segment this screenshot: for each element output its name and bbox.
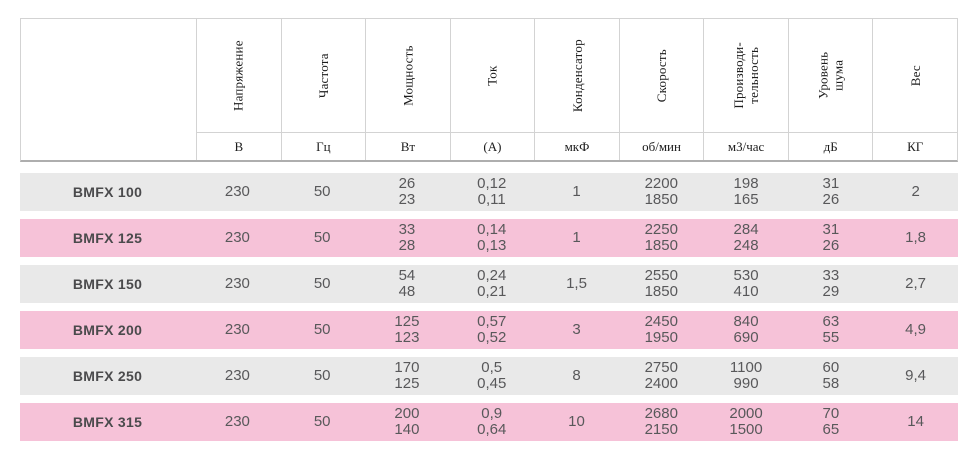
column-label: Частота xyxy=(315,53,331,98)
value-cell: 1,8 xyxy=(905,229,927,247)
value-cell: 230 xyxy=(224,367,250,385)
value-cell: 50 xyxy=(313,321,331,339)
model-cell: BMFX 125 xyxy=(72,229,143,246)
value-cell: 9,4 xyxy=(905,367,927,385)
table-body: BMFX 100 230 50 26 23 0,12 0,11 1 2200 1… xyxy=(20,173,958,449)
value-cell: 0,12 0,11 xyxy=(477,175,507,208)
value-cell: 33 29 xyxy=(822,267,840,300)
table-row: BMFX 100 230 50 26 23 0,12 0,11 1 2200 1… xyxy=(20,173,958,211)
value-cell: 2550 1850 xyxy=(644,267,678,300)
table-row: BMFX 150 230 50 54 48 0,24 0,21 1,5 2550… xyxy=(20,265,958,303)
value-cell: 63 55 xyxy=(822,313,840,346)
value-cell: 70 65 xyxy=(822,405,840,438)
spec-table: Напряжение Частота Мощность Ток Конденса… xyxy=(20,18,958,162)
column-label: Ток xyxy=(484,65,500,86)
value-cell: 2680 2150 xyxy=(644,405,678,438)
column-unit-current: (А) xyxy=(449,132,535,160)
column-unit-weight: КГ xyxy=(872,132,957,160)
value-cell: 14 xyxy=(907,413,924,431)
value-cell: 4,9 xyxy=(905,321,927,339)
header-corner-cell xyxy=(21,19,196,160)
column-unit-noise: дБ xyxy=(787,132,873,160)
column-header-frequency: Частота xyxy=(280,19,366,132)
value-cell: 2450 1950 xyxy=(644,313,678,346)
value-cell: 2000 1500 xyxy=(729,405,763,438)
value-cell: 50 xyxy=(313,183,331,201)
column-unit-capacity: м3/час xyxy=(703,132,788,160)
table-row: BMFX 125 230 50 33 28 0,14 0,13 1 2250 1… xyxy=(20,219,958,257)
column-label: Уровень шума xyxy=(815,51,846,100)
model-cell: BMFX 100 xyxy=(72,183,143,200)
column-label: Конденсатор xyxy=(569,39,585,112)
value-cell: 230 xyxy=(224,275,250,293)
value-cell: 2 xyxy=(911,183,920,201)
table-row: BMFX 250 230 50 170 125 0,5 0,45 8 2750 … xyxy=(20,357,958,395)
value-cell: 10 xyxy=(568,413,585,431)
column-header-power: Мощность xyxy=(365,19,450,132)
value-cell: 26 23 xyxy=(398,175,416,208)
model-cell: BMFX 200 xyxy=(72,321,143,338)
value-cell: 1,5 xyxy=(566,275,587,293)
value-cell: 840 690 xyxy=(733,313,759,346)
column-unit-speed: об/мин xyxy=(618,132,704,160)
value-cell: 0,5 0,45 xyxy=(477,359,507,392)
value-cell: 0,9 0,64 xyxy=(477,405,507,438)
column-label: Напряжение xyxy=(231,40,247,111)
value-cell: 230 xyxy=(224,413,250,431)
table-row: BMFX 200 230 50 125 123 0,57 0,52 3 2450… xyxy=(20,311,958,349)
value-cell: 125 123 xyxy=(394,313,420,346)
value-cell: 230 xyxy=(224,321,250,339)
column-header-capacitor: Конденсатор xyxy=(534,19,619,132)
value-cell: 31 26 xyxy=(822,175,840,208)
value-cell: 50 xyxy=(313,229,331,247)
model-cell: BMFX 150 xyxy=(72,275,143,292)
value-cell: 200 140 xyxy=(394,405,420,438)
value-cell: 50 xyxy=(313,413,331,431)
value-cell: 284 248 xyxy=(733,221,759,254)
value-cell: 50 xyxy=(313,367,331,385)
value-cell: 230 xyxy=(224,229,250,247)
value-cell: 2250 1850 xyxy=(644,221,678,254)
value-cell: 198 165 xyxy=(733,175,759,208)
value-cell: 0,24 0,21 xyxy=(477,267,507,300)
value-cell: 230 xyxy=(224,183,250,201)
column-header-voltage: Напряжение xyxy=(196,19,281,132)
column-unit-capacitor: мкФ xyxy=(534,132,619,160)
model-cell: BMFX 315 xyxy=(72,413,143,430)
column-header-noise: Уровень шума xyxy=(787,19,873,132)
value-cell: 2750 2400 xyxy=(644,359,678,392)
value-cell: 2,7 xyxy=(905,275,927,293)
value-cell: 2200 1850 xyxy=(644,175,678,208)
value-cell: 1 xyxy=(572,229,581,247)
value-cell: 1 xyxy=(572,183,581,201)
column-header-current: Ток xyxy=(449,19,535,132)
column-header-speed: Скорость xyxy=(618,19,704,132)
value-cell: 60 58 xyxy=(822,359,840,392)
value-cell: 530 410 xyxy=(733,267,759,300)
value-cell: 3 xyxy=(572,321,581,339)
value-cell: 170 125 xyxy=(394,359,420,392)
table-header: Напряжение Частота Мощность Ток Конденса… xyxy=(20,18,958,162)
column-label: Вес xyxy=(907,64,923,87)
column-unit-voltage: В xyxy=(196,132,281,160)
value-cell: 1100 990 xyxy=(729,359,763,392)
value-cell: 50 xyxy=(313,275,331,293)
table-row: BMFX 315 230 50 200 140 0,9 0,64 10 2680… xyxy=(20,403,958,441)
value-cell: 0,14 0,13 xyxy=(477,221,507,254)
column-unit-power: Вт xyxy=(365,132,450,160)
value-cell: 54 48 xyxy=(398,267,416,300)
value-cell: 33 28 xyxy=(398,221,416,254)
value-cell: 31 26 xyxy=(822,221,840,254)
column-label: Производи- тельность xyxy=(730,42,762,109)
model-cell: BMFX 250 xyxy=(72,367,143,384)
column-header-weight: Вес xyxy=(872,19,957,132)
column-label: Мощность xyxy=(400,45,416,106)
value-cell: 0,57 0,52 xyxy=(477,313,507,346)
column-label: Скорость xyxy=(653,48,669,103)
column-unit-frequency: Гц xyxy=(280,132,366,160)
value-cell: 8 xyxy=(572,367,581,385)
column-header-capacity: Производи- тельность xyxy=(703,19,788,132)
